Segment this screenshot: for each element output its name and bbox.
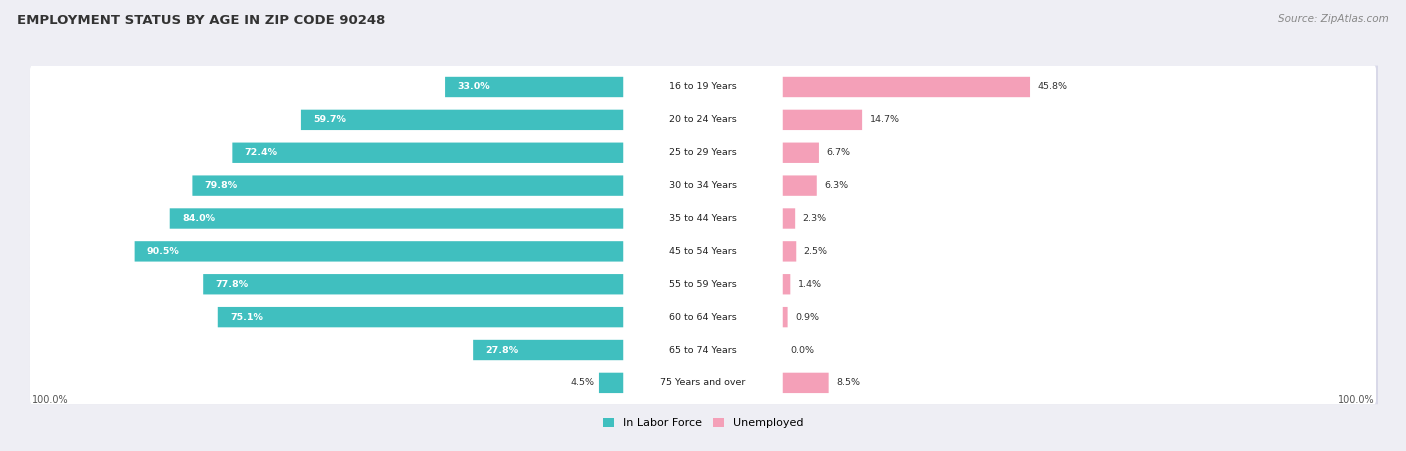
Text: 45 to 54 Years: 45 to 54 Years <box>669 247 737 256</box>
Text: 35 to 44 Years: 35 to 44 Years <box>669 214 737 223</box>
Text: 20 to 24 Years: 20 to 24 Years <box>669 115 737 124</box>
FancyBboxPatch shape <box>783 208 796 229</box>
FancyBboxPatch shape <box>783 307 787 327</box>
FancyBboxPatch shape <box>204 274 623 295</box>
Text: 75 Years and over: 75 Years and over <box>661 378 745 387</box>
FancyBboxPatch shape <box>30 230 1376 273</box>
Text: 84.0%: 84.0% <box>181 214 215 223</box>
Text: 75.1%: 75.1% <box>231 313 263 322</box>
FancyBboxPatch shape <box>783 110 862 130</box>
FancyBboxPatch shape <box>30 296 1379 339</box>
Text: 100.0%: 100.0% <box>32 395 69 405</box>
Text: 2.3%: 2.3% <box>803 214 827 223</box>
FancyBboxPatch shape <box>30 98 1376 141</box>
Text: 27.8%: 27.8% <box>485 345 519 354</box>
Text: 1.4%: 1.4% <box>797 280 821 289</box>
FancyBboxPatch shape <box>170 208 623 229</box>
Text: 0.0%: 0.0% <box>790 345 814 354</box>
Text: 16 to 19 Years: 16 to 19 Years <box>669 83 737 92</box>
Text: 59.7%: 59.7% <box>314 115 346 124</box>
Text: 6.3%: 6.3% <box>824 181 848 190</box>
Text: 0.9%: 0.9% <box>794 313 818 322</box>
FancyBboxPatch shape <box>783 77 1031 97</box>
FancyBboxPatch shape <box>30 98 1379 141</box>
FancyBboxPatch shape <box>783 274 790 295</box>
Text: 79.8%: 79.8% <box>205 181 238 190</box>
Text: 90.5%: 90.5% <box>146 247 180 256</box>
FancyBboxPatch shape <box>232 143 623 163</box>
Text: 8.5%: 8.5% <box>837 378 860 387</box>
Text: 30 to 34 Years: 30 to 34 Years <box>669 181 737 190</box>
FancyBboxPatch shape <box>783 175 817 196</box>
FancyBboxPatch shape <box>30 66 1379 108</box>
FancyBboxPatch shape <box>30 263 1379 306</box>
Text: 77.8%: 77.8% <box>215 280 249 289</box>
Legend: In Labor Force, Unemployed: In Labor Force, Unemployed <box>603 418 803 428</box>
FancyBboxPatch shape <box>30 197 1379 240</box>
Text: 45.8%: 45.8% <box>1038 83 1067 92</box>
Text: 33.0%: 33.0% <box>457 83 489 92</box>
FancyBboxPatch shape <box>30 131 1379 174</box>
FancyBboxPatch shape <box>30 362 1376 404</box>
FancyBboxPatch shape <box>30 329 1376 371</box>
FancyBboxPatch shape <box>30 329 1379 371</box>
Text: 4.5%: 4.5% <box>569 378 595 387</box>
Text: 55 to 59 Years: 55 to 59 Years <box>669 280 737 289</box>
FancyBboxPatch shape <box>446 77 623 97</box>
FancyBboxPatch shape <box>218 307 623 327</box>
FancyBboxPatch shape <box>30 362 1379 404</box>
Text: 65 to 74 Years: 65 to 74 Years <box>669 345 737 354</box>
FancyBboxPatch shape <box>30 197 1376 240</box>
FancyBboxPatch shape <box>30 296 1376 339</box>
FancyBboxPatch shape <box>783 143 818 163</box>
Text: 6.7%: 6.7% <box>827 148 851 157</box>
Text: Source: ZipAtlas.com: Source: ZipAtlas.com <box>1278 14 1389 23</box>
Text: EMPLOYMENT STATUS BY AGE IN ZIP CODE 90248: EMPLOYMENT STATUS BY AGE IN ZIP CODE 902… <box>17 14 385 27</box>
FancyBboxPatch shape <box>783 373 828 393</box>
Text: 72.4%: 72.4% <box>245 148 277 157</box>
Text: 60 to 64 Years: 60 to 64 Years <box>669 313 737 322</box>
Text: 2.5%: 2.5% <box>804 247 828 256</box>
FancyBboxPatch shape <box>30 66 1376 108</box>
Text: 14.7%: 14.7% <box>869 115 900 124</box>
FancyBboxPatch shape <box>30 164 1379 207</box>
FancyBboxPatch shape <box>30 263 1376 306</box>
FancyBboxPatch shape <box>599 373 623 393</box>
FancyBboxPatch shape <box>474 340 623 360</box>
FancyBboxPatch shape <box>30 164 1376 207</box>
FancyBboxPatch shape <box>30 230 1379 273</box>
FancyBboxPatch shape <box>783 241 796 262</box>
FancyBboxPatch shape <box>135 241 623 262</box>
FancyBboxPatch shape <box>301 110 623 130</box>
FancyBboxPatch shape <box>193 175 623 196</box>
Text: 25 to 29 Years: 25 to 29 Years <box>669 148 737 157</box>
Text: 100.0%: 100.0% <box>1337 395 1374 405</box>
FancyBboxPatch shape <box>30 131 1376 174</box>
